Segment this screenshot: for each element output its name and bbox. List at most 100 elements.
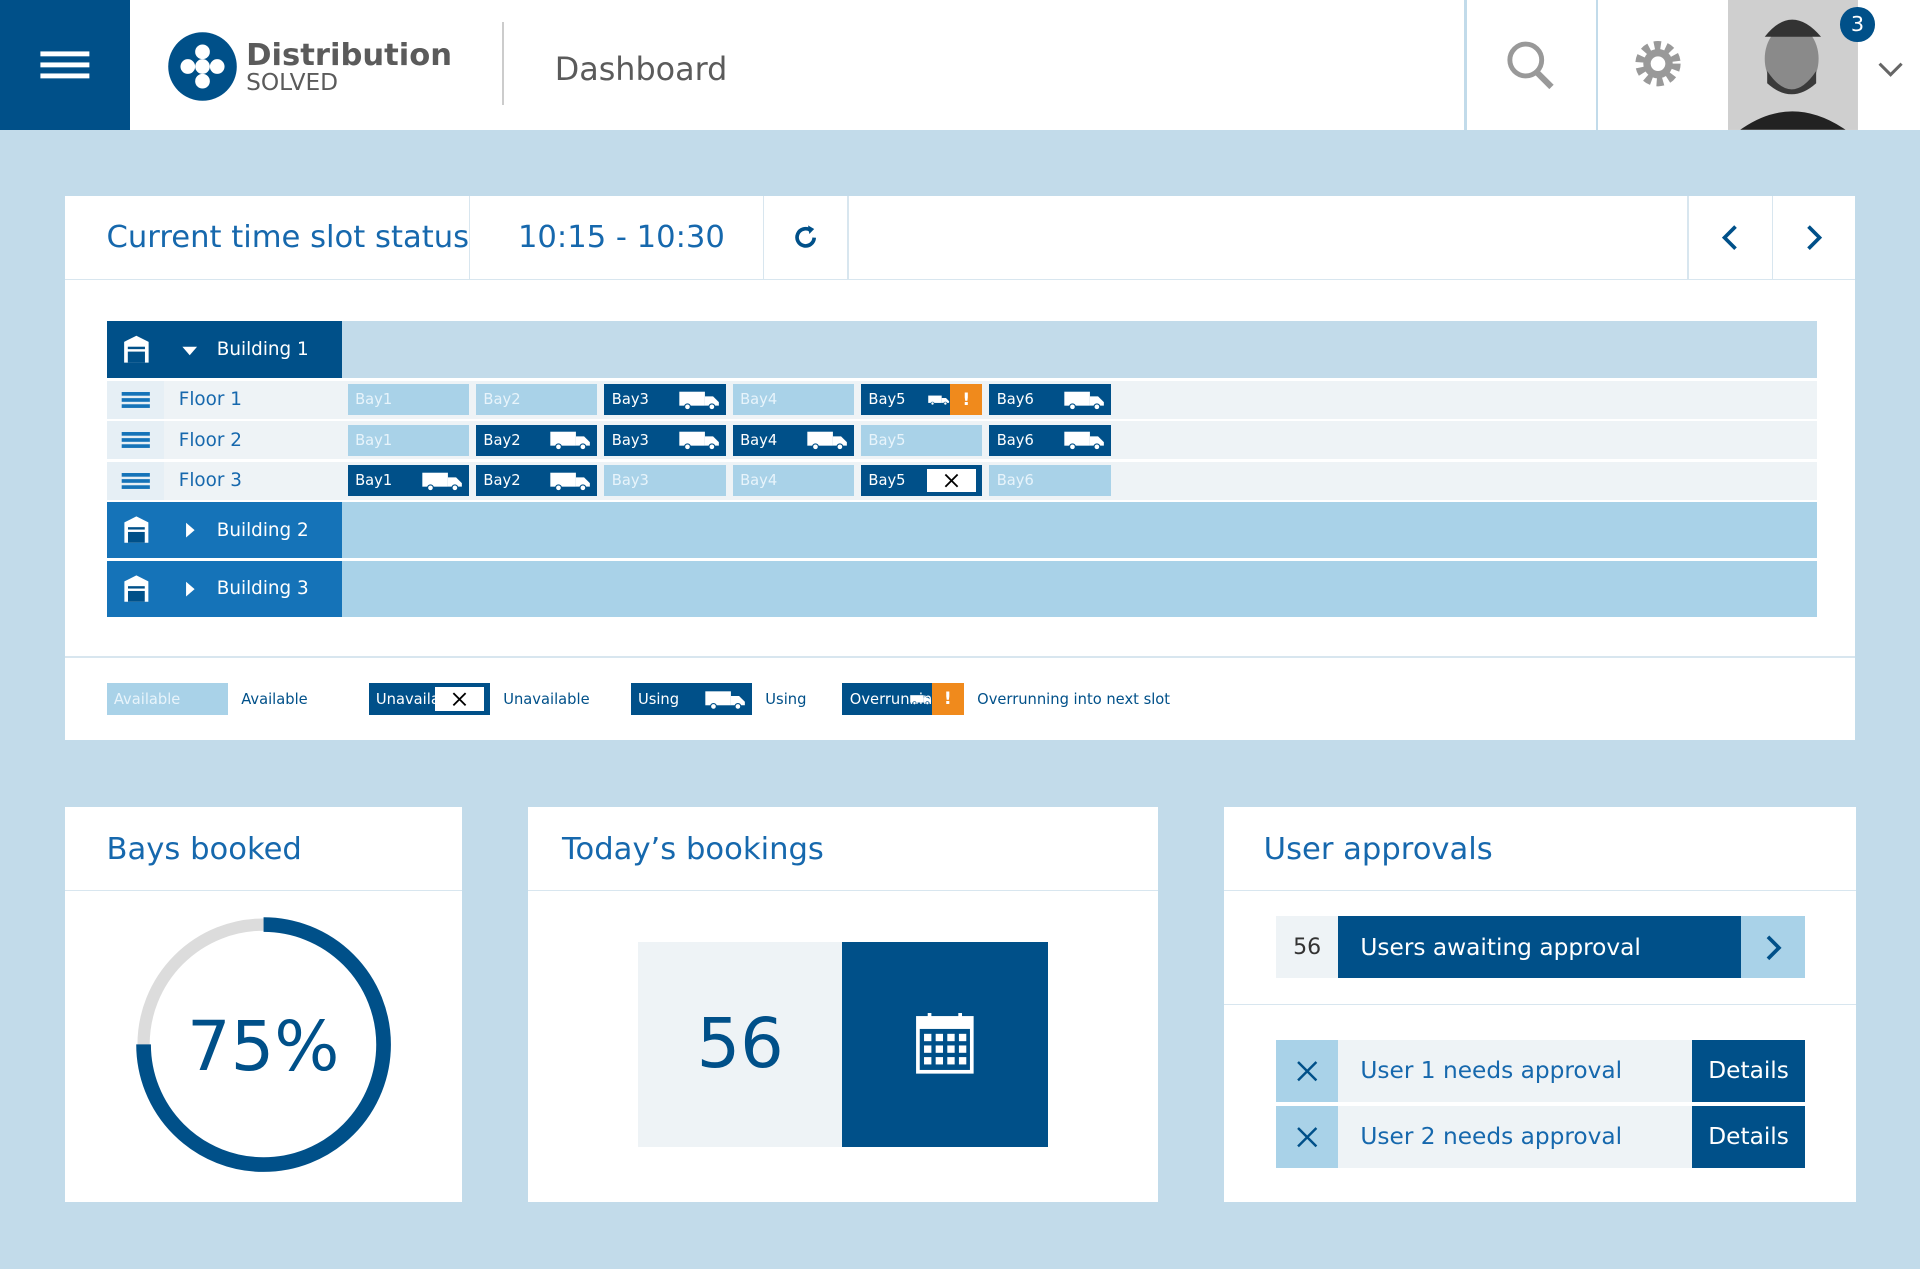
bay-tile: Unavailable xyxy=(368,683,490,716)
menu-button[interactable] xyxy=(0,0,130,130)
icon xyxy=(121,391,150,408)
icon xyxy=(123,575,148,602)
bay-label: Bay3 xyxy=(611,391,649,409)
bay-tile: Overrunning into next slot! xyxy=(842,683,1043,716)
bay-label: Bay4 xyxy=(740,472,778,490)
icon xyxy=(123,335,149,363)
icon xyxy=(123,516,148,543)
building-icon xyxy=(106,320,165,379)
bay-tile: Bay5 xyxy=(861,424,983,456)
truck-icon xyxy=(909,686,933,713)
icon xyxy=(795,225,817,248)
settings-button[interactable] xyxy=(1598,0,1728,130)
bay-tile: Bay2 xyxy=(476,424,598,456)
icon xyxy=(186,522,195,538)
building-name: Building 2 xyxy=(216,519,309,541)
icon xyxy=(1297,1060,1318,1081)
next-button[interactable] xyxy=(1773,196,1855,279)
legend-label: Unavailable xyxy=(503,690,590,708)
icon xyxy=(121,472,150,489)
ring-value xyxy=(135,917,391,1172)
building-name: Building 1 xyxy=(216,339,309,361)
floor-name: Floor 2 xyxy=(178,429,242,451)
bay-label: Using xyxy=(637,690,680,708)
search-button[interactable] xyxy=(1467,0,1596,130)
progress-ring xyxy=(135,917,391,1172)
icon xyxy=(452,692,466,706)
legend-label: Overrunning into next slot xyxy=(977,690,1171,708)
approval-row xyxy=(1338,1105,1693,1169)
building-bar xyxy=(341,560,1818,618)
card xyxy=(64,806,462,1203)
awaiting-open[interactable] xyxy=(1741,915,1805,979)
divider xyxy=(847,195,849,280)
bay-label: Bay5 xyxy=(868,391,906,409)
truck-icon xyxy=(677,427,724,453)
bay-label: Bay6 xyxy=(996,431,1034,449)
bay-label: Overrunning into next slot xyxy=(849,690,1043,708)
building-name: Building 3 xyxy=(216,578,309,600)
building-toggle[interactable] xyxy=(164,560,342,618)
refresh-button[interactable] xyxy=(764,196,847,279)
building-toggle[interactable] xyxy=(164,320,342,379)
reject-button[interactable] xyxy=(1275,1039,1339,1103)
unavailable-icon xyxy=(927,468,977,493)
unavailable-icon xyxy=(434,686,484,712)
top-bar xyxy=(0,0,1920,130)
floor-name: Floor 1 xyxy=(178,389,242,411)
icon xyxy=(550,472,591,492)
page-title: Dashboard xyxy=(554,49,728,88)
floor-menu[interactable] xyxy=(106,461,165,500)
legend-rule xyxy=(64,656,1856,658)
bay-tile: Bay6 xyxy=(989,384,1111,416)
building-toggle[interactable] xyxy=(164,502,342,559)
bay-label: Bay1 xyxy=(355,472,393,490)
prev-button[interactable] xyxy=(1689,196,1772,279)
bay-tile: Bay6 xyxy=(989,424,1111,456)
bay-label: Bay5 xyxy=(868,431,906,449)
awaiting-label: Users awaiting approval xyxy=(1360,933,1641,961)
ring xyxy=(135,916,392,1173)
icon xyxy=(1878,62,1903,77)
brand-sub: SOLVED xyxy=(246,68,339,96)
bay-label: Unavailable xyxy=(375,690,463,708)
bay-label: Bay6 xyxy=(996,391,1034,409)
bay-tile: Bay3 xyxy=(604,384,726,416)
bay-label: Bay2 xyxy=(483,391,521,409)
details-button[interactable]: Details xyxy=(1692,1039,1805,1103)
icon xyxy=(1766,935,1782,961)
icon xyxy=(1727,0,1858,130)
truck-icon xyxy=(1062,427,1109,453)
icon xyxy=(186,581,195,597)
account-dropdown[interactable] xyxy=(1871,49,1910,88)
icon xyxy=(678,391,719,411)
reject-button[interactable] xyxy=(1275,1105,1339,1169)
card-rule xyxy=(527,890,1159,892)
calendar-button[interactable] xyxy=(842,941,1049,1148)
bay-label: Bay5 xyxy=(868,472,906,490)
floor-menu[interactable] xyxy=(106,421,165,460)
bay-label: Bay3 xyxy=(611,472,649,490)
truck-icon xyxy=(805,427,852,453)
bay-tile: Bay6 xyxy=(989,465,1111,496)
panel-title: Current time slot status xyxy=(106,220,470,256)
legend-label: Using xyxy=(765,690,807,708)
bay-label: Bay1 xyxy=(355,391,393,409)
approval-row xyxy=(1338,1039,1693,1103)
icon xyxy=(705,691,745,710)
bay-label: Bay6 xyxy=(996,472,1034,490)
bay-tile: Bay5! xyxy=(861,384,983,416)
avatar[interactable] xyxy=(1727,0,1858,130)
slot-time: 10:15 - 10:30 xyxy=(517,220,725,256)
bay-tile: Bay4 xyxy=(732,384,854,416)
building-icon xyxy=(106,560,165,618)
bay-tile: Bay2 xyxy=(476,465,598,496)
bay-label: Bay1 xyxy=(355,431,393,449)
truck-icon xyxy=(1062,387,1109,413)
bay-tile: Bay5 xyxy=(861,465,983,496)
details-button[interactable]: Details xyxy=(1692,1105,1805,1169)
floor-menu[interactable] xyxy=(106,380,165,419)
bay-tile: Bay4 xyxy=(732,465,854,496)
bay-label: Bay2 xyxy=(483,472,521,490)
